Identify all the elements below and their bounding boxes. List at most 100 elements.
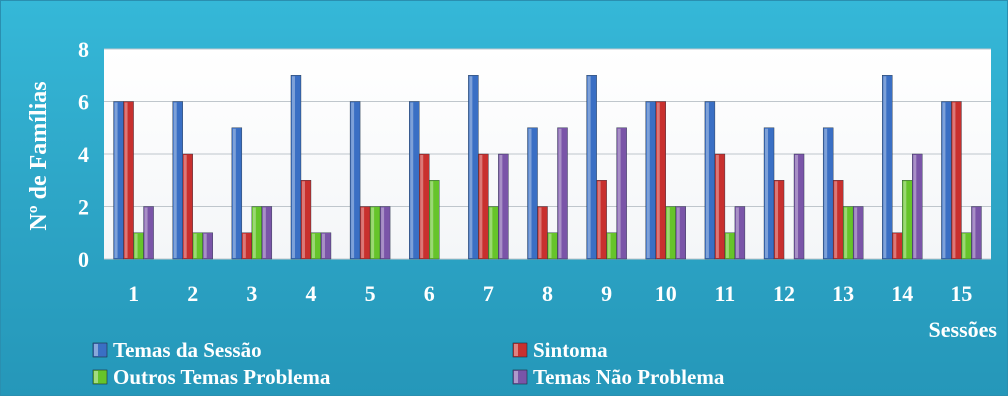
- bar-sintoma-11: [714, 153, 726, 260]
- bar-highlight: [469, 76, 473, 258]
- bar-highlight: [666, 207, 670, 258]
- bar-highlight: [410, 102, 414, 258]
- x-tick-label: 8: [542, 281, 553, 306]
- bar-temas-n-o-problema-4: [320, 232, 332, 260]
- bar-highlight: [420, 155, 424, 258]
- bar-highlight: [854, 207, 858, 258]
- bar-highlight: [528, 128, 532, 258]
- bar-sintoma-10: [655, 101, 666, 260]
- bar-outros-temas-problema-6: [429, 180, 440, 260]
- bar-highlight: [321, 233, 325, 258]
- bar-highlight: [735, 207, 739, 258]
- bar-highlight: [824, 128, 828, 258]
- legend-swatch-highlight: [94, 344, 98, 356]
- legend-swatch-highlight: [514, 344, 518, 356]
- bar-temas-n-o-problema-14: [912, 153, 923, 260]
- x-axis-ticks: 1 2 3 4 5 6 7 8 9 10 11 12 13 14 15: [128, 281, 972, 306]
- bar-highlight: [715, 155, 719, 258]
- bar-temas-n-o-problema-10: [675, 206, 686, 260]
- x-tick-label: 9: [601, 281, 612, 306]
- bar-temas-n-o-problema-13: [852, 206, 864, 260]
- bar-highlight: [883, 76, 887, 258]
- bar-temas-da-sess-o-5: [349, 101, 361, 260]
- legend-swatch: [512, 342, 528, 358]
- bar-highlight: [291, 76, 295, 258]
- y-tick-label: 8: [78, 37, 89, 62]
- y-tick-label: 2: [78, 195, 89, 220]
- x-tick-label: 4: [305, 281, 316, 306]
- bar-highlight: [725, 233, 729, 258]
- bar-highlight: [942, 102, 946, 258]
- legend-swatch: [512, 369, 528, 385]
- bar-highlight: [361, 207, 365, 258]
- bar-temas-da-sess-o-8: [527, 127, 538, 260]
- bar-highlight: [597, 181, 601, 258]
- x-axis-label: Sessões: [929, 317, 998, 342]
- y-tick-label: 0: [78, 247, 89, 272]
- bar-highlight: [646, 102, 650, 258]
- bar-highlight: [656, 102, 660, 258]
- bar-highlight: [381, 207, 385, 258]
- bar-sintoma-12: [773, 180, 785, 260]
- x-tick-label: 10: [655, 281, 677, 306]
- bar-highlight: [479, 155, 483, 258]
- x-tick-label: 3: [246, 281, 257, 306]
- x-tick-label: 14: [891, 281, 913, 306]
- bar-sintoma-1: [123, 101, 134, 260]
- legend-swatch: [92, 369, 108, 385]
- bar-highlight: [144, 207, 148, 258]
- bar-highlight: [499, 155, 503, 258]
- bar-temas-n-o-problema-15: [971, 206, 982, 260]
- x-tick-label: 11: [715, 281, 736, 306]
- bar-highlight: [676, 207, 680, 258]
- bar-highlight: [548, 233, 552, 258]
- bar-temas-da-sess-o-14: [882, 75, 893, 260]
- bar-highlight: [114, 102, 118, 258]
- bar-highlight: [972, 207, 976, 258]
- bar-highlight: [795, 155, 799, 258]
- bar-temas-n-o-problema-11: [734, 206, 746, 260]
- bar-sintoma-9: [596, 180, 607, 260]
- bar-highlight: [262, 207, 266, 258]
- bars: [113, 75, 982, 260]
- y-axis-label: Nº de Famílias: [26, 81, 52, 230]
- bar-temas-n-o-problema-1: [143, 206, 154, 260]
- bar-highlight: [617, 128, 621, 258]
- y-tick-label: 4: [78, 142, 89, 167]
- bar-highlight: [765, 128, 769, 258]
- bar-temas-da-sess-o-9: [586, 75, 597, 260]
- x-tick-label: 15: [950, 281, 972, 306]
- legend-swatch: [92, 342, 108, 358]
- x-tick-label: 5: [365, 281, 376, 306]
- bar-temas-da-sess-o-4: [290, 75, 302, 260]
- legend-label: Outros Temas Problema: [113, 365, 331, 389]
- bar-temas-n-o-problema-2: [202, 232, 213, 260]
- bar-temas-n-o-problema-9: [616, 127, 627, 260]
- bar-highlight: [134, 233, 138, 258]
- x-tick-label: 6: [424, 281, 435, 306]
- bar-highlight: [962, 233, 966, 258]
- legend-swatch-highlight: [514, 371, 518, 383]
- bar-highlight: [232, 128, 236, 258]
- bar-highlight: [430, 181, 434, 258]
- x-tick-label: 13: [832, 281, 854, 306]
- legend-label: Temas da Sessão: [113, 338, 262, 362]
- x-tick-label: 1: [128, 281, 139, 306]
- bar-highlight: [903, 181, 907, 258]
- bar-sintoma-15: [951, 101, 962, 260]
- bar-highlight: [952, 102, 956, 258]
- bar-highlight: [311, 233, 315, 258]
- y-tick-label: 6: [78, 90, 89, 115]
- bar-temas-n-o-problema-12: [793, 153, 805, 260]
- bar-sintoma-2: [182, 153, 193, 260]
- bar-highlight: [242, 233, 246, 258]
- legend-swatch-highlight: [94, 371, 98, 383]
- bar-temas-n-o-problema-8: [557, 127, 568, 260]
- bar-highlight: [913, 155, 917, 258]
- bar-highlight: [371, 207, 375, 258]
- bar-highlight: [183, 155, 187, 258]
- bar-highlight: [124, 102, 128, 258]
- bar-temas-n-o-problema-7: [498, 153, 509, 260]
- bar-sintoma-4: [300, 180, 312, 260]
- bar-highlight: [558, 128, 562, 258]
